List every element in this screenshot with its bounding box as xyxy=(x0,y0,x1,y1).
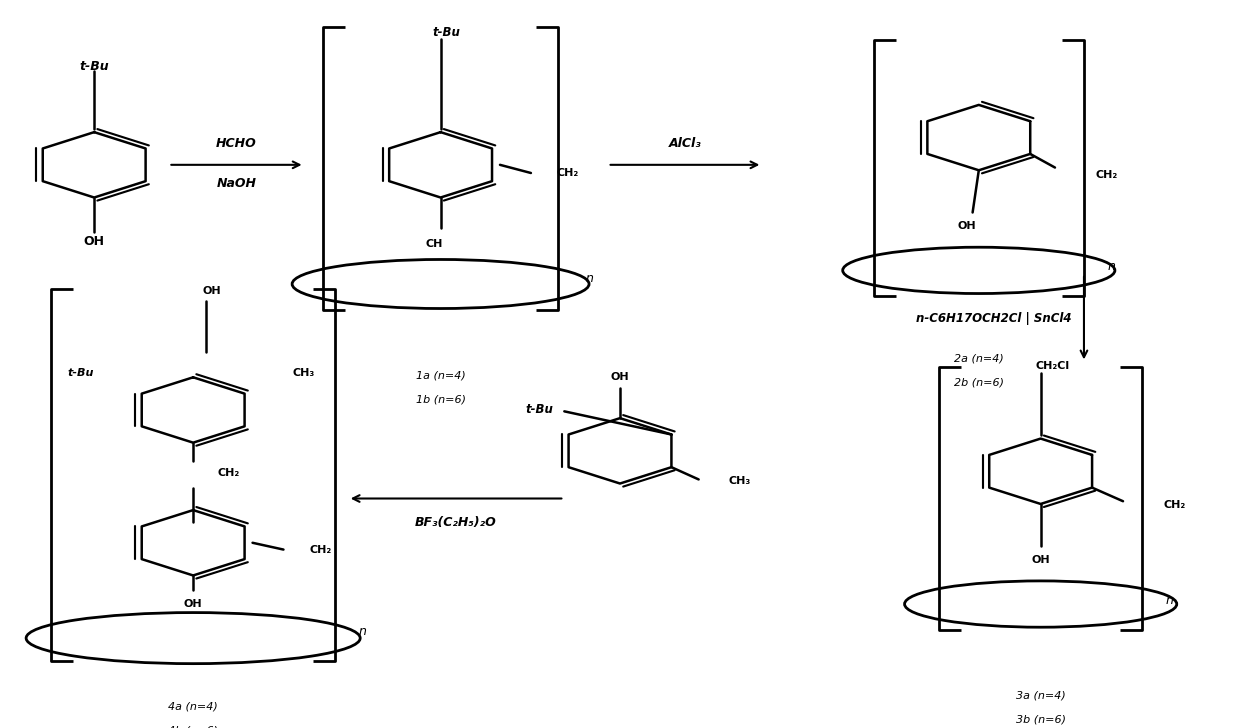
Text: 1b (n=6): 1b (n=6) xyxy=(415,395,465,405)
Text: 2b (n=6): 2b (n=6) xyxy=(954,378,1004,388)
Text: 1a (n=4): 1a (n=4) xyxy=(415,371,465,381)
Text: OH: OH xyxy=(610,372,630,382)
Text: CH₃: CH₃ xyxy=(293,368,315,378)
Text: CH₂: CH₂ xyxy=(1163,500,1185,510)
Text: CH₃: CH₃ xyxy=(728,476,750,486)
Text: t-Bu: t-Bu xyxy=(526,403,553,416)
Text: 4a (n=4): 4a (n=4) xyxy=(169,701,218,711)
Text: NaOH: NaOH xyxy=(217,177,257,190)
Text: n-C6H17OCH2Cl | SnCl4: n-C6H17OCH2Cl | SnCl4 xyxy=(916,312,1071,325)
Text: CH₂: CH₂ xyxy=(310,545,332,555)
Text: CH₂: CH₂ xyxy=(218,467,241,478)
Text: OH: OH xyxy=(1032,555,1050,565)
Text: n: n xyxy=(1107,261,1115,274)
Text: HCHO: HCHO xyxy=(216,137,257,150)
Text: CH₂: CH₂ xyxy=(1095,170,1117,180)
Text: BF₃(C₂H₅)₂O: BF₃(C₂H₅)₂O xyxy=(415,515,497,529)
Text: 2a (n=4): 2a (n=4) xyxy=(954,354,1003,364)
Text: OH: OH xyxy=(957,221,976,231)
Text: n: n xyxy=(585,272,593,285)
Text: 3b (n=6): 3b (n=6) xyxy=(1016,715,1065,725)
Text: n: n xyxy=(1166,594,1173,607)
Text: OH: OH xyxy=(202,286,221,296)
Text: 4b (n=6): 4b (n=6) xyxy=(169,725,218,728)
Text: OH: OH xyxy=(184,599,202,609)
Text: CH: CH xyxy=(425,239,443,249)
Text: OH: OH xyxy=(83,235,104,248)
Text: AlCl₃: AlCl₃ xyxy=(668,137,702,150)
Text: 3a (n=4): 3a (n=4) xyxy=(1016,691,1065,701)
Text: CH₂Cl: CH₂Cl xyxy=(1035,360,1070,371)
Text: t-Bu: t-Bu xyxy=(433,25,461,39)
Text: t-Bu: t-Bu xyxy=(79,60,109,73)
Text: t-Bu: t-Bu xyxy=(68,368,94,378)
Text: n: n xyxy=(358,625,367,638)
Text: CH₂: CH₂ xyxy=(557,168,579,178)
